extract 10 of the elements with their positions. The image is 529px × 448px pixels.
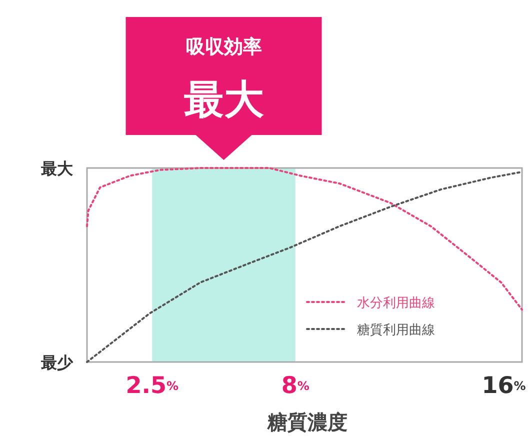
- legend-label: 水分利用曲線: [357, 296, 435, 311]
- legend-label: 糖質利用曲線: [357, 323, 435, 338]
- x-tick-label: 16%: [482, 373, 526, 399]
- x-tick-label: 8%: [281, 373, 310, 399]
- x-axis-title: 糖質濃度: [266, 410, 348, 434]
- text: 最大: [184, 77, 264, 123]
- text: 最大: [40, 159, 74, 178]
- text: 吸収効率: [186, 36, 262, 58]
- text: 最少: [40, 353, 74, 372]
- x-tick-label: 2.5%: [126, 373, 179, 399]
